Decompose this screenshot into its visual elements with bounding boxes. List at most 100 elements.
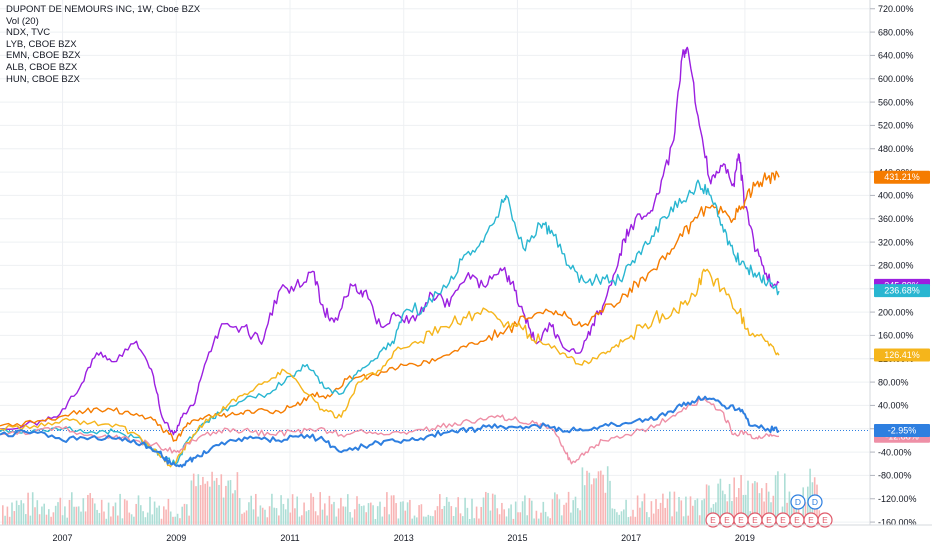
volume-bar xyxy=(89,493,91,525)
volume-bar xyxy=(491,493,494,525)
last-value-badges: 245.89%431.21%236.68%126.41%-12.88%-2.95… xyxy=(874,170,930,443)
volume-bar xyxy=(356,496,358,525)
volume-bar xyxy=(363,505,365,525)
volume-bar xyxy=(531,500,533,525)
volume-bar xyxy=(485,491,487,525)
volume-bar xyxy=(144,517,147,525)
volume-bar xyxy=(342,506,344,525)
volume-bar xyxy=(590,484,593,525)
volume-bar xyxy=(761,488,763,525)
legend-line-ndx[interactable]: NDX, TVC xyxy=(6,27,51,39)
x-axis-ticks[interactable]: 2007 2009 2011 2013 2015 2017 2019 xyxy=(53,533,755,543)
y-tick-label: 360.00% xyxy=(878,214,914,224)
y-tick-label: 720.00% xyxy=(878,4,914,14)
volume-bar xyxy=(560,515,563,525)
volume-bar xyxy=(321,509,324,525)
volume-bar xyxy=(305,511,308,525)
legend-line-alb[interactable]: ALB, CBOE BZX xyxy=(6,61,78,73)
volume-bar xyxy=(721,490,724,525)
volume-bar xyxy=(602,474,604,525)
volume-bar xyxy=(82,498,85,525)
volume-bar xyxy=(110,516,112,525)
volume-bar xyxy=(586,470,588,525)
volume-bar xyxy=(268,506,271,525)
volume-bar xyxy=(788,491,791,525)
event-marker-label: E xyxy=(780,515,786,525)
earnings-marker[interactable] xyxy=(817,512,833,528)
event-markers[interactable]: D DE E E E E E E E E xyxy=(705,494,833,528)
volume-bar xyxy=(84,511,87,525)
volume-bar xyxy=(650,501,653,525)
volume-bar xyxy=(623,509,625,525)
series-line[interactable] xyxy=(0,397,780,465)
volume-bar xyxy=(344,506,347,525)
volume-bar xyxy=(588,472,591,525)
volume-bar xyxy=(372,505,374,525)
volume-bar xyxy=(416,517,418,525)
volume-bar xyxy=(261,507,264,525)
volume-bar xyxy=(439,494,441,525)
volume-bar xyxy=(179,518,181,525)
x-tick-label: 2011 xyxy=(280,533,299,543)
volume-bar xyxy=(169,511,172,525)
volume-bar xyxy=(105,518,108,525)
last-value-badge xyxy=(874,170,930,184)
volume-bar xyxy=(376,506,379,525)
series-line[interactable] xyxy=(0,170,780,442)
volume-bar xyxy=(678,496,680,525)
volume-bar xyxy=(307,510,310,525)
volume-bar xyxy=(464,497,466,525)
volume-bar xyxy=(558,499,561,525)
volume-bar xyxy=(402,501,404,525)
volume-bar xyxy=(211,471,213,525)
series-line[interactable] xyxy=(0,395,780,468)
volume-bar xyxy=(489,510,492,525)
volume-bar xyxy=(719,478,722,525)
volume-bar xyxy=(241,513,243,525)
volume-bar xyxy=(146,512,149,525)
legend-line-emn[interactable]: EMN, CBOE BZX xyxy=(6,50,81,62)
volume-bar xyxy=(149,496,151,525)
series-line[interactable] xyxy=(0,268,780,468)
volume-bar xyxy=(618,514,620,525)
chart-legend: DUPONT DE NEMOURS INC, 1W, Cboe BZX Vol … xyxy=(6,4,200,85)
volume-bar xyxy=(556,494,558,525)
y-tick-label: 40.00% xyxy=(878,401,909,411)
volume-bar xyxy=(218,484,220,525)
volume-bar xyxy=(498,514,501,525)
series-line[interactable] xyxy=(0,46,780,436)
legend-line-hun[interactable]: HUN, CBOE BZX xyxy=(6,73,80,85)
volume-bar xyxy=(399,501,402,525)
volume-bar xyxy=(777,471,779,525)
volume-bar xyxy=(167,498,170,525)
volume-bar xyxy=(340,497,342,525)
volume-bar xyxy=(542,501,545,525)
volume-bar xyxy=(434,510,436,525)
volume-bar xyxy=(496,508,499,525)
volume-bar xyxy=(114,502,117,525)
volume-bar xyxy=(528,498,531,525)
volume-bar xyxy=(222,497,225,525)
volume-bar xyxy=(455,507,457,525)
volume-bar xyxy=(629,516,632,525)
volume-bar xyxy=(703,498,706,525)
volume-bar xyxy=(61,515,64,525)
legend-line-volume[interactable]: Vol (20) xyxy=(6,15,39,27)
volume-bar xyxy=(314,511,317,525)
volume-bar xyxy=(535,510,538,525)
dividend-marker[interactable] xyxy=(807,494,823,510)
volume-bar xyxy=(38,514,41,525)
volume-bar xyxy=(36,500,39,525)
legend-title[interactable]: DUPONT DE NEMOURS INC, 1W, Cboe BZX xyxy=(6,4,201,15)
volume-bar xyxy=(646,512,648,525)
volume-bar xyxy=(471,498,473,525)
volume-bar xyxy=(20,500,22,525)
volume-bar xyxy=(698,515,701,525)
volume-bar xyxy=(659,502,662,525)
volume-bar xyxy=(466,507,469,525)
volume-bar xyxy=(59,497,62,525)
volume-bar xyxy=(572,500,574,525)
legend-line-lyb[interactable]: LYB, CBOE BZX xyxy=(6,38,77,50)
dividend-marker[interactable] xyxy=(790,494,806,510)
